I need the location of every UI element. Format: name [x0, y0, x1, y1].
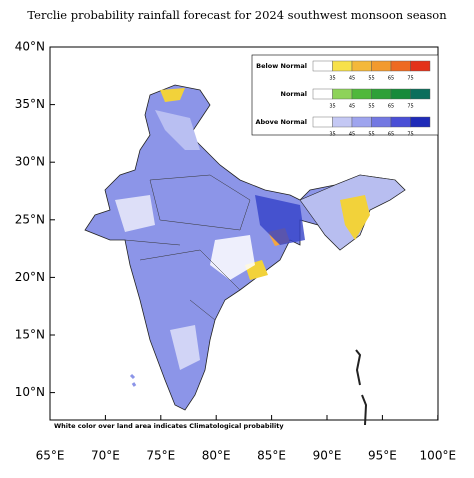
colorbar-tick: 35 — [329, 104, 335, 110]
colorbar-cell — [351, 60, 372, 72]
colorbar-tick: 65 — [388, 104, 394, 110]
climatology-patch — [210, 235, 255, 280]
colorbar-tick: 45 — [349, 76, 355, 82]
colorbar-tick: 45 — [349, 132, 355, 138]
legend-label: Normal — [281, 90, 308, 98]
lat-label: 40°N — [15, 40, 45, 54]
lon-label: 65°E — [36, 449, 65, 463]
colorbar-cell — [371, 116, 392, 128]
colorbar-cell — [390, 60, 411, 72]
colorbar-tick: 55 — [368, 104, 374, 110]
above-normal-patch — [255, 195, 305, 245]
lon-label: 95°E — [368, 449, 397, 463]
colorbar-cell — [332, 60, 353, 72]
colorbar-tick: 75 — [407, 104, 413, 110]
colorbar-tick: 75 — [407, 76, 413, 82]
lon-label: 100°E — [420, 449, 457, 463]
colorbar-cell — [371, 88, 392, 100]
legend: Below Normal 35 45 55 65 75 Normal 35 45 55 65 75 Ab… — [251, 54, 439, 138]
note: White color over land area indicates Cli… — [54, 422, 284, 430]
colorbar-tick: 55 — [368, 76, 374, 82]
lon-label: 70°E — [91, 449, 120, 463]
colorbar-tick: 75 — [407, 132, 413, 138]
colorbar-cell — [312, 60, 333, 72]
islands — [355, 349, 368, 426]
colorbar-cell — [371, 60, 392, 72]
lon-label: 85°E — [257, 449, 286, 463]
lat-label: 15°N — [15, 328, 45, 342]
colorbar-tick: 65 — [388, 132, 394, 138]
colorbar-tick: 35 — [329, 132, 335, 138]
colorbar-cell — [410, 88, 431, 100]
colorbar-cell — [351, 88, 372, 100]
lat-label: 30°N — [15, 155, 45, 169]
lat-label: 20°N — [15, 270, 45, 284]
colorbar-cell — [410, 116, 431, 128]
below-normal-patch — [160, 88, 185, 102]
lon-label: 75°E — [146, 449, 175, 463]
state-border — [149, 174, 251, 231]
legend-label: Above Normal — [255, 118, 307, 126]
colorbar-cell — [312, 116, 333, 128]
india-map — [84, 84, 406, 426]
colorbar-cell — [332, 88, 353, 100]
lon-label: 90°E — [313, 449, 342, 463]
lat-label: 35°N — [15, 97, 45, 111]
colorbar-tick: 55 — [368, 132, 374, 138]
colorbar-tick: 35 — [329, 76, 335, 82]
islands — [129, 373, 137, 387]
above-normal-light — [155, 110, 200, 150]
lon-label: 80°E — [202, 449, 231, 463]
below-normal-patch — [340, 195, 370, 240]
colorbar-cell — [312, 88, 333, 100]
colorbar-cell — [332, 116, 353, 128]
colorbar-cell — [390, 116, 411, 128]
colorbar-cell — [390, 88, 411, 100]
colorbar-cell — [351, 116, 372, 128]
colorbar-cell — [410, 60, 431, 72]
lat-label: 10°N — [15, 385, 45, 399]
title: Terclie probability rainfall forecast fo… — [27, 8, 447, 22]
lat-label: 25°N — [15, 212, 45, 226]
colorbar-tick: 65 — [388, 76, 394, 82]
climatology-patch — [170, 325, 200, 370]
state-border — [124, 239, 241, 321]
colorbar-tick: 45 — [349, 104, 355, 110]
legend-label: Below Normal — [256, 62, 307, 70]
climatology-patch — [115, 195, 155, 232]
